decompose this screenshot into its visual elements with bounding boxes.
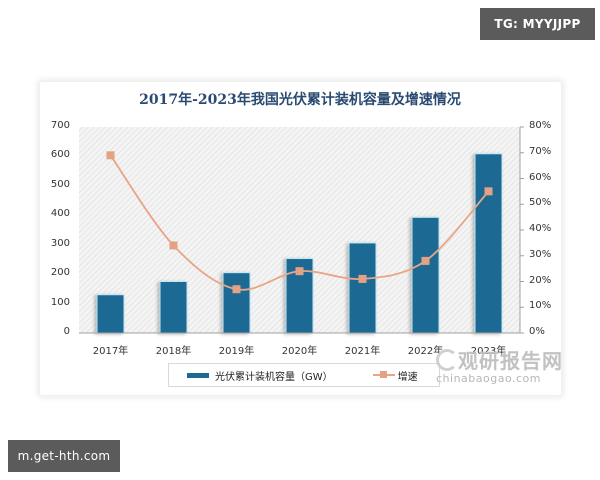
telegram-badge: TG: MYYJJPP (480, 8, 595, 40)
left-axis-tick: 600 (50, 149, 70, 161)
bar-2023年 (474, 153, 503, 334)
right-axis-tick: 20% (529, 274, 552, 286)
bar-2019年 (222, 272, 251, 334)
left-axis-tick: 0 (63, 326, 70, 337)
bar-2017年 (96, 294, 125, 334)
right-axis-tick: 40% (529, 223, 552, 234)
marker-2019年 (232, 285, 241, 294)
growth-markers (106, 151, 493, 294)
x-axis-tick: 2017年 (92, 346, 129, 357)
marker-2022年 (421, 256, 430, 265)
left-axis-tick: 700 (50, 120, 70, 131)
marker-2018年 (169, 241, 178, 250)
marker-2017年 (106, 151, 115, 160)
left-axis-tick: 200 (50, 267, 70, 279)
chart-title: 2017年-2023年我国光伏累计装机容量及增速情况 (139, 92, 461, 108)
marker-2023年 (484, 187, 493, 196)
bar-2022年 (411, 216, 440, 334)
watermark-logo-icon (436, 349, 458, 371)
bar-2021年 (348, 242, 377, 334)
marker-2020年 (295, 267, 304, 276)
x-axis-tick: 2021年 (344, 346, 381, 357)
x-axis-tick: 2019年 (218, 346, 255, 357)
x-axis-tick: 2018年 (155, 346, 192, 357)
right-axis-tick: 70% (529, 145, 552, 157)
right-axis-tick: 30% (529, 248, 552, 260)
left-axis-tick: 500 (50, 178, 70, 190)
chart-legend: 光伏累计装机容量（GW） 增速 (168, 363, 440, 387)
right-axis-tick: 50% (529, 197, 552, 209)
right-axis-tick: 10% (529, 300, 552, 312)
marker-2021年 (358, 274, 367, 283)
watermark-cn: 观研报告网 (458, 349, 563, 373)
legend-label-growth: 增速 (397, 371, 418, 383)
legend-bar-swatch-icon (187, 372, 209, 378)
x-axis-tick: 2020年 (281, 346, 318, 357)
left-axis-tick: 300 (50, 237, 70, 249)
site-badge: m.get-hth.com (8, 440, 120, 472)
x-axis-tick: 2023年 (470, 346, 507, 357)
right-axis-tick: 80% (529, 120, 552, 131)
left-axis-tick: 400 (50, 208, 70, 220)
watermark-en: chinabaogao.com (436, 372, 541, 385)
right-axis-tick: 60% (529, 171, 552, 183)
legend-label-capacity: 光伏累计装机容量（GW） (215, 371, 333, 383)
left-axis-tick: 100 (50, 296, 70, 308)
watermark: 观研报告网 chinabaogao.com (436, 345, 566, 385)
bar-series (96, 153, 503, 334)
right-axis-tick: 0% (529, 326, 545, 337)
legend-line-swatch-icon (372, 371, 395, 378)
right-axis-ticks (520, 126, 524, 334)
x-axis-tick: 2022年 (407, 346, 444, 357)
bar-2018年 (159, 281, 188, 334)
